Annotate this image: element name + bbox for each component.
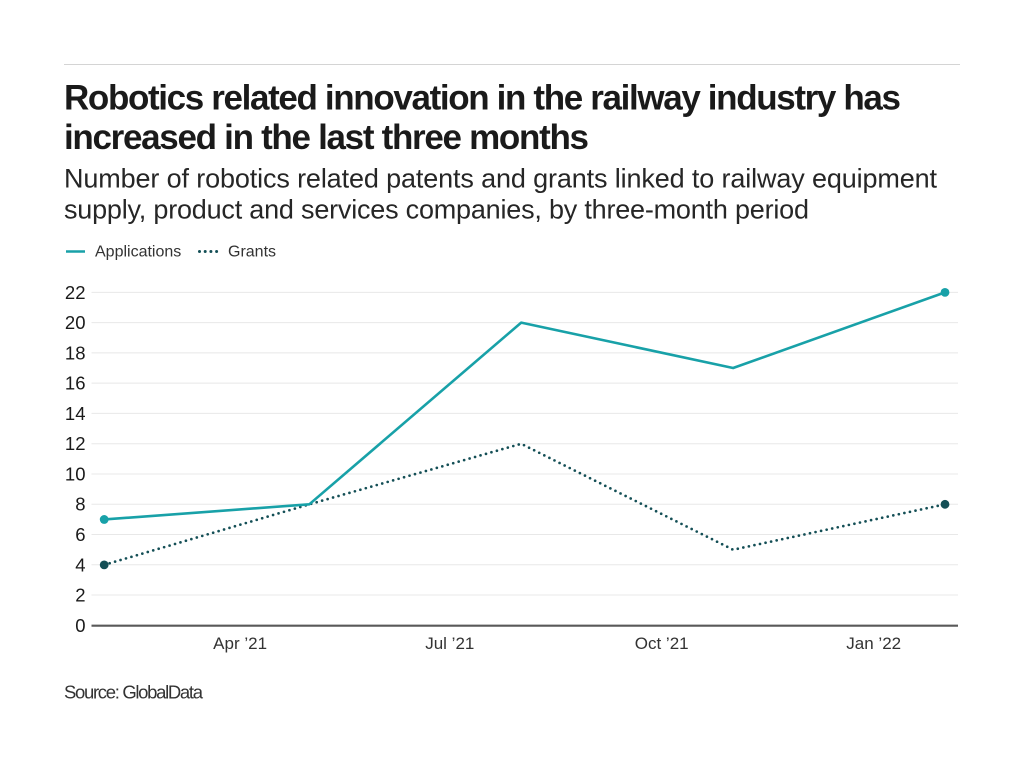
svg-text:Jan ’22: Jan ’22 bbox=[846, 634, 901, 653]
svg-text:Robotics related innovation in: Robotics related innovation in the railw… bbox=[64, 79, 901, 118]
svg-text:12: 12 bbox=[65, 433, 86, 454]
svg-text:22: 22 bbox=[65, 282, 86, 303]
svg-text:20: 20 bbox=[65, 312, 86, 333]
svg-text:Grants: Grants bbox=[228, 243, 276, 260]
svg-text:6: 6 bbox=[75, 524, 85, 545]
svg-text:Apr ’21: Apr ’21 bbox=[213, 634, 267, 653]
svg-text:increased in the last three mo: increased in the last three months bbox=[64, 118, 589, 157]
svg-text:10: 10 bbox=[65, 463, 86, 484]
svg-text:supply, product and services c: supply, product and services companies, … bbox=[64, 195, 809, 225]
svg-text:14: 14 bbox=[65, 403, 86, 424]
svg-text:18: 18 bbox=[65, 342, 86, 363]
svg-text:Number of robotics related pat: Number of robotics related patents and g… bbox=[64, 163, 937, 193]
svg-text:4: 4 bbox=[75, 554, 85, 575]
svg-text:Source: GlobalData: Source: GlobalData bbox=[64, 682, 204, 703]
svg-text:Applications: Applications bbox=[95, 243, 181, 260]
svg-text:2: 2 bbox=[75, 585, 85, 606]
svg-text:Jul ’21: Jul ’21 bbox=[425, 634, 474, 653]
svg-text:8: 8 bbox=[75, 494, 85, 515]
svg-text:16: 16 bbox=[65, 373, 86, 394]
svg-text:0: 0 bbox=[75, 615, 85, 636]
svg-text:Oct ’21: Oct ’21 bbox=[635, 634, 689, 653]
